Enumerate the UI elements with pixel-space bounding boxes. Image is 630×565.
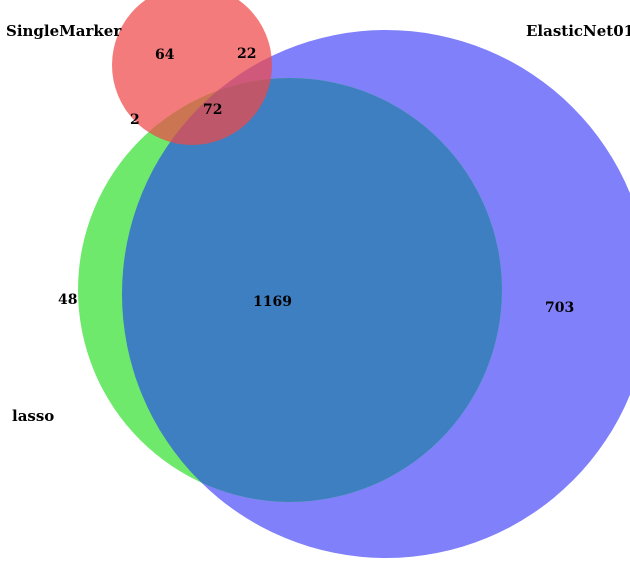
- single-marker-circle: [112, 0, 272, 145]
- lasso-label: lasso: [12, 407, 54, 425]
- lasso-elastic-overlap: [122, 78, 502, 502]
- count-single-marker-elastic-net: 22: [237, 46, 256, 62]
- count-single-marker-only: 64: [155, 47, 175, 63]
- elastic-net-label: ElasticNet01: [526, 22, 630, 40]
- count-lasso-elastic-net: 1169: [253, 294, 292, 310]
- count-lasso-only: 48: [58, 292, 77, 308]
- single-marker-label: SingleMarker: [6, 22, 122, 40]
- count-single-marker-lasso: 2: [130, 112, 140, 128]
- count-single-marker-lasso-elastic-net: 72: [203, 102, 222, 118]
- count-elastic-net-only: 703: [545, 300, 574, 316]
